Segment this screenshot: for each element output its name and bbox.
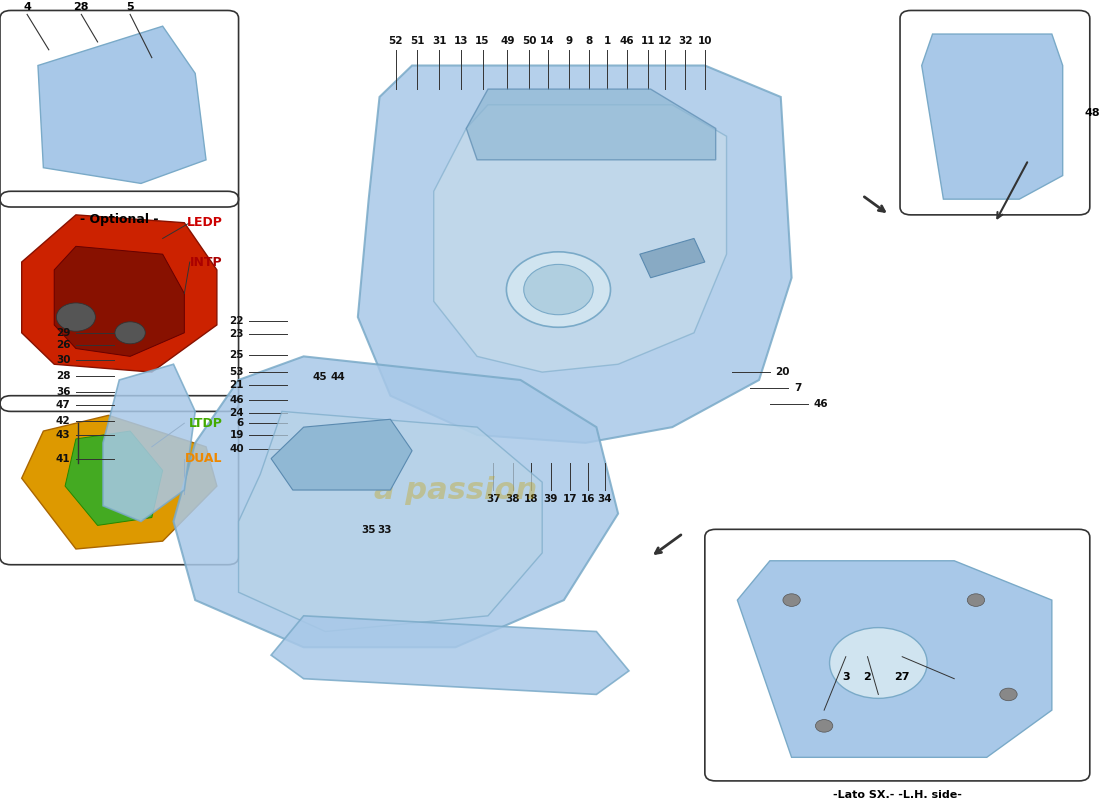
Text: 4: 4 [23,2,31,12]
Text: 19: 19 [230,430,244,440]
Circle shape [829,628,927,698]
Text: 36: 36 [56,386,70,397]
Text: 49: 49 [500,36,515,46]
Text: 46: 46 [230,394,244,405]
Text: 11: 11 [641,36,656,46]
Text: 17: 17 [563,494,578,504]
Text: 35: 35 [362,526,376,535]
Circle shape [56,303,96,331]
Polygon shape [174,356,618,647]
Text: 6: 6 [236,418,244,428]
Text: 26: 26 [56,339,70,350]
Polygon shape [271,419,412,490]
Text: DUAL: DUAL [185,452,222,465]
Text: 33: 33 [377,526,393,535]
Text: 42: 42 [56,416,70,426]
Text: 5: 5 [126,2,134,12]
Text: 13: 13 [453,36,469,46]
Polygon shape [22,215,217,372]
Text: 9: 9 [565,36,573,46]
Circle shape [967,594,984,606]
Text: 1: 1 [604,36,611,46]
Text: 23: 23 [230,330,244,339]
Text: 28: 28 [56,371,70,381]
Text: 2: 2 [864,673,871,682]
Text: 34: 34 [597,494,613,504]
Polygon shape [922,34,1063,199]
Text: -Lato SX.- -L.H. side-: -Lato SX.- -L.H. side- [833,790,961,800]
Text: 41: 41 [56,454,70,463]
Text: 38: 38 [506,494,520,504]
Text: 43: 43 [56,430,70,440]
Text: 51: 51 [410,36,425,46]
Text: 47: 47 [56,400,70,410]
Text: 25: 25 [230,350,244,360]
Text: INTP: INTP [189,255,222,269]
Circle shape [783,594,801,606]
Text: 31: 31 [432,36,447,46]
Polygon shape [433,105,726,372]
Text: LTDP: LTDP [188,417,222,430]
Text: 18: 18 [524,494,539,504]
Text: 46: 46 [619,36,634,46]
Text: 30: 30 [56,355,70,366]
Text: 10: 10 [697,36,712,46]
Polygon shape [640,238,705,278]
Text: 48: 48 [1085,108,1100,118]
Polygon shape [239,411,542,631]
Text: 32: 32 [678,36,693,46]
Circle shape [114,322,145,344]
Polygon shape [271,616,629,694]
Text: 3: 3 [842,673,849,682]
Text: 14: 14 [540,36,554,46]
Polygon shape [54,246,185,356]
Text: LEDP: LEDP [186,216,222,230]
Text: 27: 27 [894,673,910,682]
Polygon shape [22,415,217,549]
Text: 39: 39 [543,494,558,504]
Text: 52: 52 [388,36,403,46]
Polygon shape [358,66,792,443]
Circle shape [524,264,593,314]
Text: 45: 45 [312,372,327,382]
Text: 46: 46 [813,398,828,409]
Text: 50: 50 [521,36,537,46]
Text: 24: 24 [230,408,244,418]
Text: 44: 44 [331,372,345,382]
Text: 12: 12 [658,36,672,46]
Circle shape [1000,688,1018,701]
Text: 20: 20 [776,367,790,377]
Text: 53: 53 [230,367,244,377]
Polygon shape [466,89,716,160]
Text: 29: 29 [56,328,70,338]
Circle shape [506,252,610,327]
Text: 15: 15 [475,36,490,46]
Polygon shape [103,364,195,522]
Text: 7: 7 [794,383,801,393]
Polygon shape [737,561,1052,758]
Text: 21: 21 [230,381,244,390]
Text: 16: 16 [581,494,595,504]
Circle shape [815,719,833,732]
Text: a passion: a passion [374,475,537,505]
Text: 22: 22 [230,316,244,326]
Text: 28: 28 [74,2,89,12]
Text: 37: 37 [486,494,500,504]
Text: 8: 8 [585,36,593,46]
Polygon shape [65,431,163,526]
Polygon shape [39,26,206,183]
Text: - Optional -: - Optional - [80,214,158,226]
Text: 40: 40 [230,444,244,454]
